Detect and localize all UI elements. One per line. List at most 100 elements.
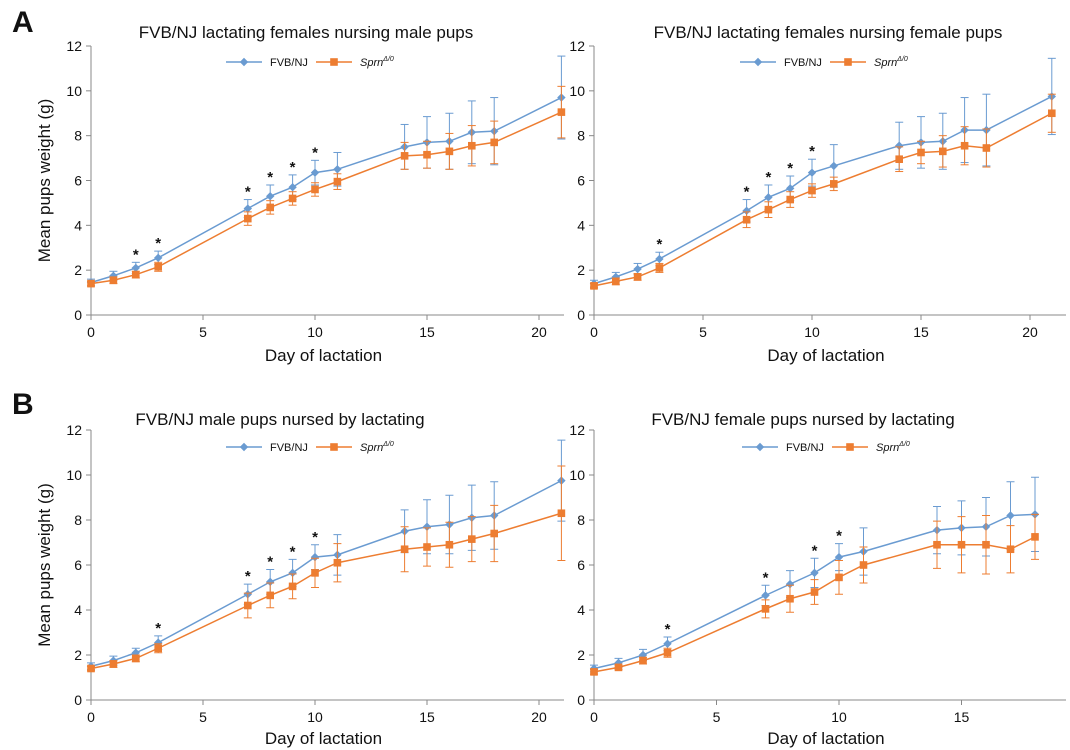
data-point (633, 264, 642, 274)
data-point (810, 568, 819, 578)
series-sprn (590, 93, 1056, 290)
x-tick-label: 0 (87, 324, 95, 340)
legend: FVB/NJ SprnΔ/0 (742, 441, 910, 454)
legend-marker (846, 443, 854, 451)
data-point (468, 535, 476, 543)
legend: FVB/NJ SprnΔ/0 (226, 441, 394, 454)
panel-label-b: B (12, 388, 34, 421)
y-tick-label: 2 (74, 262, 82, 278)
data-point (400, 545, 409, 554)
data-point (786, 195, 794, 204)
data-point (834, 552, 844, 562)
legend-marker (239, 57, 249, 67)
y-tick-label: 10 (569, 83, 585, 99)
y-axis-label: Mean pups weight (g) (35, 99, 54, 262)
data-point (933, 540, 941, 549)
data-point (835, 573, 843, 582)
series-fvb (589, 476, 1040, 673)
data-point (830, 180, 838, 188)
data-point (1006, 545, 1015, 554)
data-point (859, 561, 868, 569)
legend-label: SprnΔ/0 (876, 441, 910, 454)
data-point (786, 184, 795, 193)
significance-marker: * (267, 554, 273, 571)
y-tick-label: 2 (577, 262, 585, 278)
data-point (764, 193, 773, 202)
data-point (333, 558, 342, 567)
significance-marker: * (312, 529, 318, 546)
x-tick-label: 20 (1022, 324, 1038, 340)
significance-marker: * (744, 184, 750, 201)
data-point (1048, 109, 1056, 118)
data-point (557, 108, 566, 116)
x-tick-label: 15 (419, 324, 435, 340)
data-point (132, 270, 140, 279)
series-line (593, 536, 1036, 673)
data-point (614, 663, 623, 672)
series-line (90, 96, 562, 284)
significance-marker: * (812, 542, 818, 559)
x-axis-label: Day of lactation (265, 729, 382, 748)
data-point (490, 529, 498, 538)
significance-marker: * (312, 144, 318, 161)
x-tick-label: 10 (804, 324, 820, 340)
data-point (982, 540, 990, 549)
x-tick-label: 15 (419, 709, 435, 725)
data-point (807, 168, 817, 177)
data-point (663, 648, 672, 657)
data-point (786, 594, 794, 603)
data-point (310, 168, 320, 177)
data-point (422, 522, 432, 531)
x-axis-label: Day of lactation (265, 346, 382, 365)
data-point (244, 214, 252, 223)
significance-marker: * (133, 246, 139, 263)
y-axis-label: Mean pups weight (g) (35, 483, 54, 646)
legend-marker (330, 443, 338, 451)
chart-4: 0 2 4 6 8 10 12 0 5 10 15 FVB/NJ female pups nursed… (569, 410, 1066, 748)
legend-label: FVB/NJ (270, 442, 308, 454)
data-point (557, 509, 566, 518)
data-point (895, 155, 903, 164)
data-point (764, 205, 773, 214)
data-point (960, 141, 969, 150)
legend-label: SprnΔ/0 (874, 56, 908, 69)
series-sprn (590, 513, 1039, 676)
series-sprn (87, 85, 566, 288)
series-line (593, 112, 1053, 287)
y-tick-label: 4 (577, 217, 585, 233)
y-tick-label: 6 (577, 173, 585, 189)
x-tick-label: 10 (307, 324, 323, 340)
x-tick-label: 15 (954, 709, 970, 725)
data-point (310, 552, 320, 562)
x-tick-label: 20 (531, 709, 547, 725)
significance-marker: * (245, 184, 251, 201)
y-tick-label: 8 (74, 128, 82, 144)
data-point (311, 185, 319, 194)
x-tick-label: 5 (713, 709, 721, 725)
x-axis-label: Day of lactation (767, 729, 884, 748)
data-point (288, 568, 297, 578)
significance-marker: * (787, 160, 793, 177)
data-point (132, 654, 140, 663)
data-point (109, 660, 118, 668)
legend-marker (753, 57, 763, 67)
data-point (810, 588, 819, 596)
y-tick-label: 12 (569, 422, 585, 438)
significance-marker: * (245, 568, 251, 585)
data-point (266, 577, 275, 587)
panel-label-a: A (12, 6, 34, 39)
data-point (808, 186, 816, 195)
data-point (590, 668, 598, 676)
significance-marker: * (809, 143, 815, 160)
y-tick-label: 8 (577, 512, 585, 528)
data-point (333, 177, 342, 186)
series-line (593, 513, 1036, 670)
chart-3: 0 2 4 6 8 10 12 0 5 10 15 20 FVB/NJ male pups nursed… (35, 410, 566, 748)
series-line (593, 95, 1053, 285)
legend-marker (239, 442, 249, 452)
data-point (109, 276, 118, 285)
data-point (423, 543, 431, 551)
series-fvb (589, 57, 1056, 288)
